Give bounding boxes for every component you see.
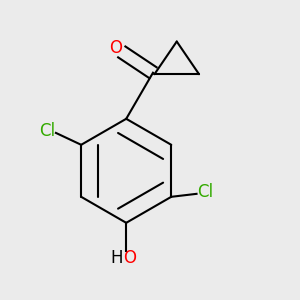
Text: Cl: Cl bbox=[197, 183, 214, 201]
Text: Cl: Cl bbox=[39, 122, 55, 140]
Text: H: H bbox=[110, 249, 123, 267]
Text: O: O bbox=[109, 39, 122, 57]
Text: O: O bbox=[123, 249, 136, 267]
